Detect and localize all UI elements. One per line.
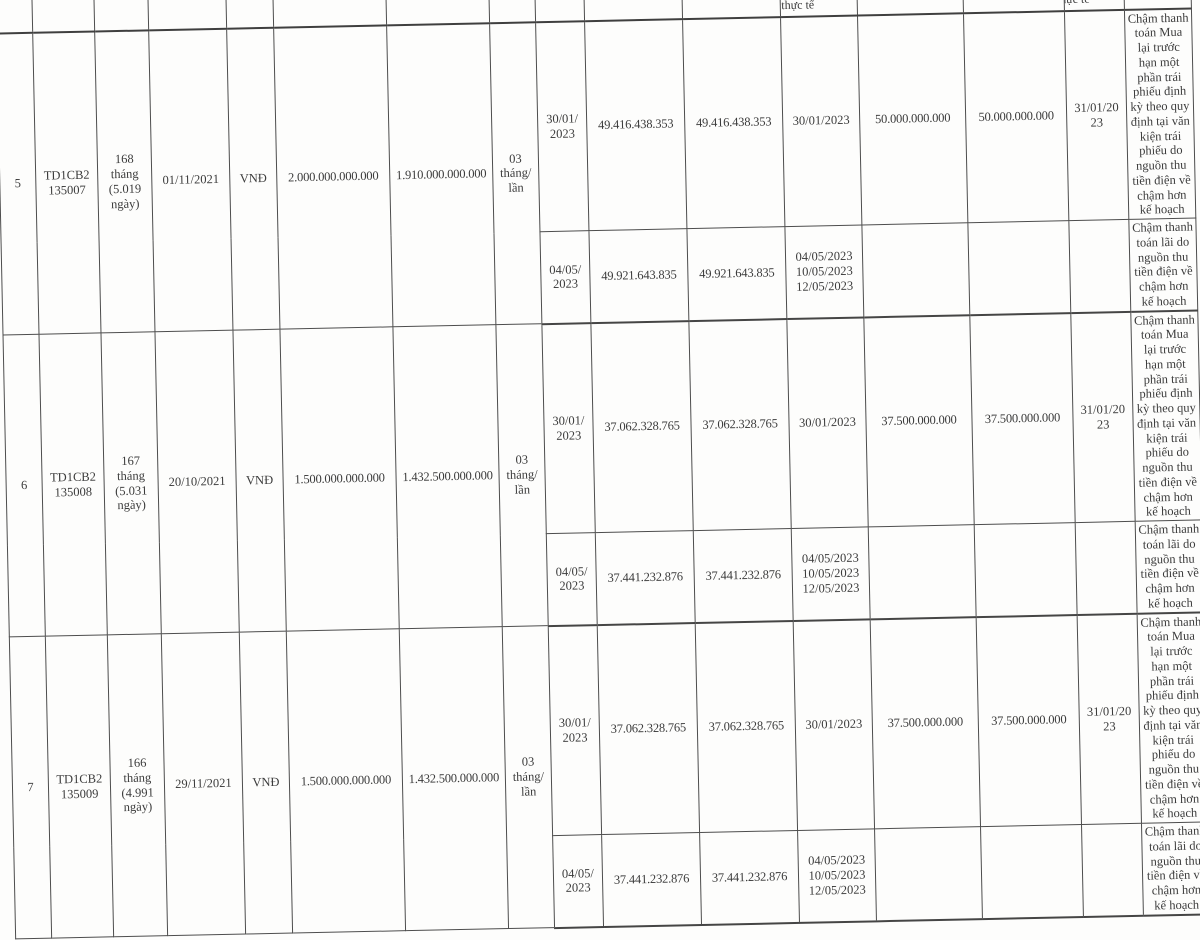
row5-payment1-principal-paid: 50.000.000.000 — [963, 10, 1069, 223]
row7-currency: VNĐ — [239, 631, 293, 935]
row7-outstanding-value: 1.432.500.000.000 — [399, 626, 509, 931]
row5-bond-code: TD1CB2 135007 — [32, 31, 101, 335]
row6-payment1-date: 30/01/ 2023 — [541, 322, 596, 534]
row7-payment2-date: 04/05/ 2023 — [552, 834, 604, 928]
header-term — [93, 0, 149, 32]
row6-payment1-actual-date: 31/01/20 23 — [1070, 311, 1136, 523]
row6-payment2-actual-date — [1075, 521, 1138, 615]
row7-payment1-plan-dates: 30/01/2023 — [793, 618, 875, 831]
row6-payment1-principal-paid: 37.500.000.000 — [969, 312, 1076, 525]
table-row: 6 TD1CB2 135008 167 tháng (5.031 ngày) 2… — [3, 309, 1200, 637]
row5-payment2-interest-due: 49.921.643.835 — [588, 228, 689, 323]
row5-payment1-principal-due: 50.000.000.000 — [857, 12, 968, 225]
row5-payment2-principal-due — [861, 222, 970, 317]
row5-payment1-actual-date: 31/01/20 23 — [1064, 9, 1129, 221]
row5-issued-value: 2.000.000.000.000 — [273, 24, 393, 330]
row6-payment2-interest-due: 37.441.232.876 — [595, 530, 696, 625]
row7-payment1-interest-paid: 37.062.328.765 — [695, 620, 798, 833]
header-interest-paid — [681, 0, 781, 19]
row6-payment2-plan-dates: 04/05/2023 10/05/2023 12/05/2023 — [791, 526, 871, 621]
row5-payment1-interest-due: 49.416.438.353 — [584, 18, 687, 231]
row7-interest-period: 03 tháng/ lần — [502, 625, 555, 929]
row5-payment2-plan-dates: 04/05/2023 10/05/2023 12/05/2023 — [784, 224, 864, 319]
row6-interest-period: 03 tháng/ lần — [495, 323, 549, 627]
row7-issue-date: 29/11/2021 — [161, 632, 246, 936]
row7-payment2-note: Chậm thanh toán lãi do nguồn thu tiền đi… — [1141, 821, 1200, 916]
row7-payment1-note: Chậm thanh toán Mua lại trước hạn một ph… — [1137, 611, 1200, 824]
row5-payment1-interest-paid: 49.416.438.353 — [682, 16, 785, 229]
header-interest-actual-date: thực tế — [779, 0, 858, 17]
row7-issued-value: 1.500.000.000.000 — [286, 628, 406, 934]
table-row: 7 TD1CB2 135009 166 tháng (4.991 ngày) 2… — [9, 611, 1200, 939]
row6-bond-code: TD1CB2 135008 — [38, 332, 108, 637]
header-label-thuc-te-2: thực tế — [1063, 0, 1089, 7]
row7-payment1-actual-date: 31/01/20 23 — [1077, 613, 1142, 825]
header-interest-due — [583, 0, 683, 21]
row5-term: 168 tháng (5.019 ngày) — [94, 29, 155, 333]
row6-payment2-interest-paid: 37.441.232.876 — [693, 528, 794, 623]
row5-payment2-note: Chậm thanh toán lãi do nguồn thu tiền đi… — [1128, 217, 1198, 312]
row6-term: 167 tháng (5.031 ngày) — [100, 331, 162, 635]
row6-issue-date: 20/10/2021 — [154, 330, 240, 634]
row5-payment1-note: Chậm thanh toán Mua lại trước hạn một ph… — [1124, 8, 1196, 220]
header-label-thuc-te-1: thực tế — [781, 0, 815, 13]
row6-payment1-plan-dates: 30/01/2023 — [786, 316, 869, 529]
row5-payment2-actual-date — [1068, 219, 1131, 313]
row7-payment2-interest-due: 37.441.232.876 — [601, 832, 702, 927]
row7-payment1-principal-paid: 37.500.000.000 — [976, 614, 1082, 827]
row7-payment2-principal-due — [874, 826, 983, 921]
header-outstanding-value — [385, 0, 490, 25]
row7-payment2-actual-date — [1081, 823, 1144, 917]
row7-bond-code: TD1CB2 135009 — [45, 634, 114, 939]
row5-payment2-principal-paid — [967, 220, 1071, 315]
header-bond-code — [31, 0, 95, 33]
header-payment-date — [534, 0, 585, 22]
row5-payment1-date: 30/01/ 2023 — [535, 20, 589, 232]
row5-interest-period: 03 tháng/ lần — [489, 21, 542, 325]
row6-payment2-date: 04/05/ 2023 — [546, 532, 598, 626]
row5-issue-date: 01/11/2021 — [148, 28, 233, 332]
row6-issued-value: 1.500.000.000.000 — [279, 326, 400, 632]
row6-payment1-interest-paid: 37.062.328.765 — [688, 318, 792, 531]
row5-currency: VNĐ — [226, 27, 280, 331]
header-currency — [225, 0, 274, 29]
row6-payment1-principal-due: 37.500.000.000 — [863, 314, 975, 527]
table-row: 5 TD1CB2 135007 168 tháng (5.019 ngày) 0… — [0, 8, 1196, 335]
header-interest-period — [488, 0, 536, 23]
row7-payment1-interest-due: 37.062.328.765 — [597, 622, 700, 835]
row7-payment2-plan-dates: 04/05/2023 10/05/2023 12/05/2023 — [797, 828, 877, 923]
row7-term: 166 tháng (4.991 ngày) — [107, 633, 168, 937]
row6-payment2-note: Chậm thanh toán lãi do nguồn thu tiền đi… — [1135, 519, 1200, 614]
row7-payment1-principal-due: 37.500.000.000 — [870, 616, 981, 829]
row6-payment2-principal-paid — [974, 522, 1078, 617]
row7-payment1-date: 30/01/ 2023 — [548, 624, 602, 836]
row7-payment2-principal-paid — [980, 824, 1084, 919]
row7-payment2-interest-paid: 37.441.232.876 — [699, 830, 800, 925]
row6-currency: VNĐ — [232, 329, 287, 633]
row6-payment1-interest-due: 37.062.328.765 — [590, 320, 694, 533]
header-issue-date — [147, 0, 227, 30]
row5-payment2-interest-paid: 49.921.643.835 — [686, 226, 787, 321]
row6-payment2-principal-due — [868, 524, 977, 619]
row5-outstanding-value: 1.910.000.000.000 — [386, 22, 496, 327]
header-issued-value — [272, 0, 387, 28]
row6-payment1-note: Chậm thanh toán Mua lại trước hạn một ph… — [1130, 309, 1200, 522]
header-stt — [0, 0, 33, 34]
row6-outstanding-value: 1.432.500.000.000 — [392, 324, 503, 629]
row5-payment2-date: 04/05/ 2023 — [539, 230, 591, 324]
row5-payment1-plan-dates: 30/01/2023 — [780, 15, 862, 227]
